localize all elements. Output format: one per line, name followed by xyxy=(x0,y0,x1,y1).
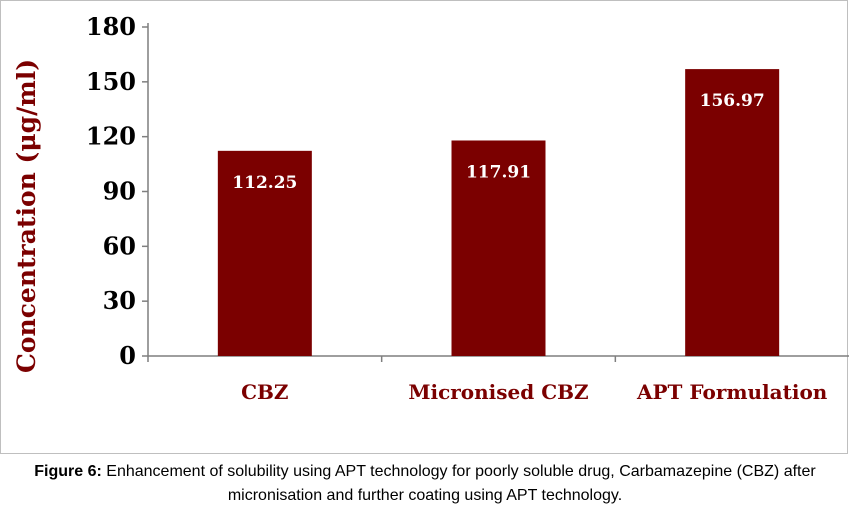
y-axis-title-group: Concentration (μg/ml) xyxy=(12,59,41,373)
bar xyxy=(685,69,780,356)
y-tick-label: 120 xyxy=(86,122,136,151)
figure-caption: Figure 6: Enhancement of solubility usin… xyxy=(10,460,840,508)
category-labels: CBZ Micronised CBZ APT Formulation xyxy=(241,380,828,404)
category-label: CBZ xyxy=(241,380,288,404)
y-axis-ticks: 0 30 60 90 120 150 180 xyxy=(86,12,136,370)
y-tick-label: 30 xyxy=(103,286,136,315)
y-tick-label: 150 xyxy=(86,67,136,96)
bar-chart: Concentration (μg/ml) 0 30 60 90 120 150 180 1… xyxy=(12,12,849,404)
data-labels: 112.25 117.91 156.97 xyxy=(232,91,764,193)
y-tick-label: 0 xyxy=(119,341,136,370)
caption-text: Enhancement of solubility using APT tech… xyxy=(101,463,816,504)
y-axis-title: Concentration (μg/ml) xyxy=(12,59,41,373)
data-label: 156.97 xyxy=(700,91,765,111)
y-tick-label: 90 xyxy=(103,177,136,206)
chart-frame: Concentration (μg/ml) 0 30 60 90 120 150 180 1… xyxy=(0,0,849,454)
category-label: APT Formulation xyxy=(636,380,828,404)
y-tick-label: 180 xyxy=(86,12,136,41)
bar xyxy=(451,140,546,356)
category-label: Micronised CBZ xyxy=(408,380,588,404)
bar xyxy=(217,150,312,356)
data-label: 117.91 xyxy=(466,162,531,182)
y-tick-label: 60 xyxy=(103,231,136,260)
caption-label: Figure 6: xyxy=(34,463,102,480)
bars xyxy=(217,69,780,356)
data-label: 112.25 xyxy=(232,173,297,193)
